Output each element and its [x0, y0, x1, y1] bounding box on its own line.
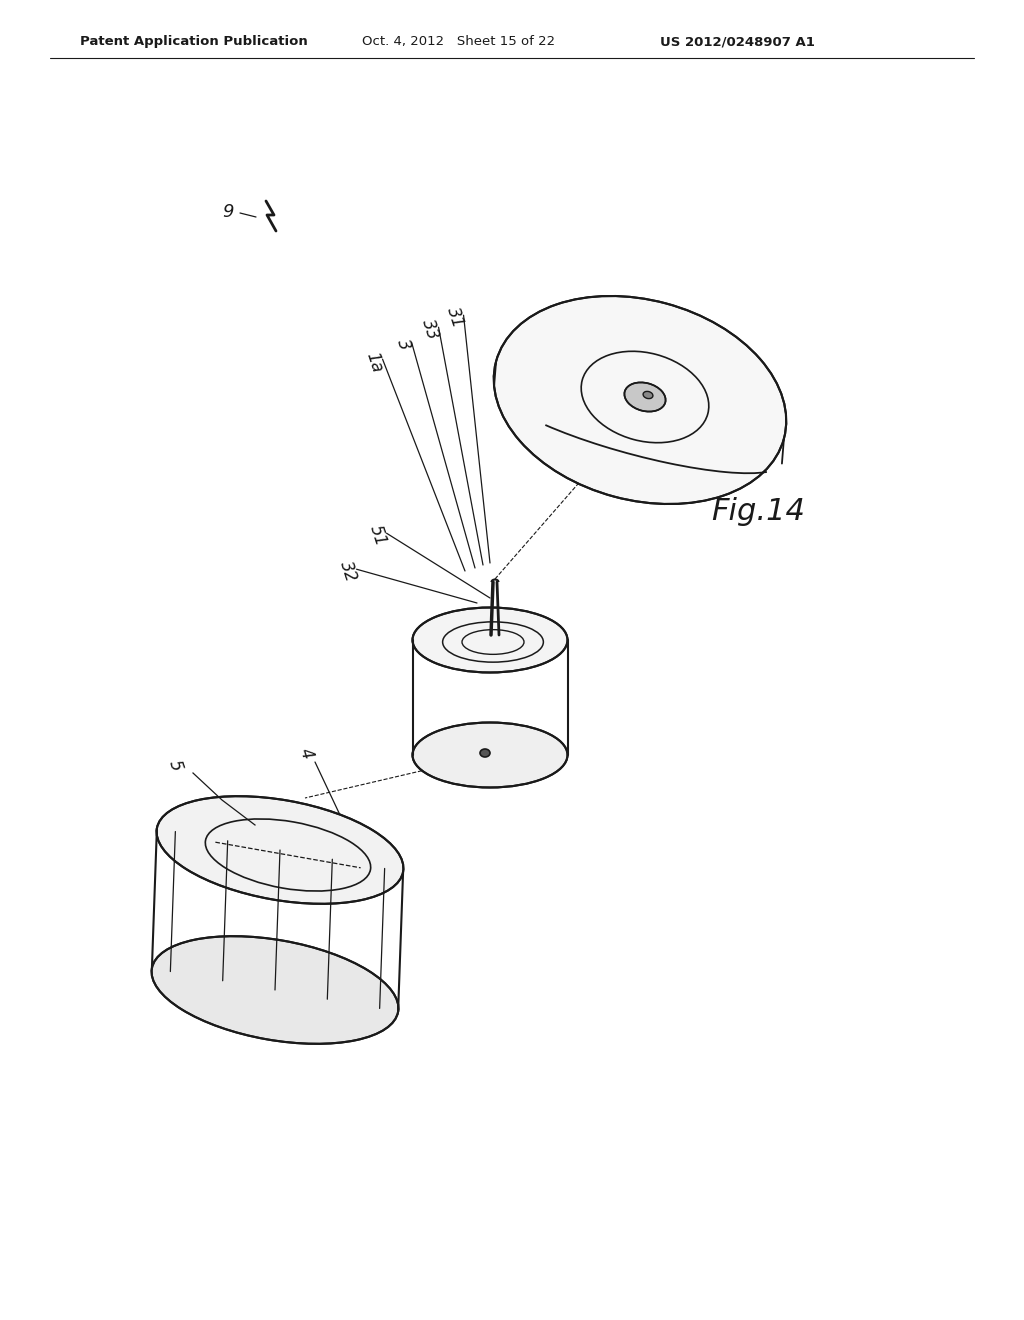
Ellipse shape — [643, 392, 653, 399]
Text: 5: 5 — [165, 758, 185, 774]
Text: US 2012/0248907 A1: US 2012/0248907 A1 — [660, 36, 815, 49]
Ellipse shape — [152, 936, 398, 1044]
Ellipse shape — [413, 722, 567, 788]
Text: Fig.14: Fig.14 — [711, 498, 805, 527]
Text: 1a: 1a — [362, 350, 386, 375]
Text: 31: 31 — [443, 305, 467, 331]
Ellipse shape — [494, 296, 786, 504]
Ellipse shape — [480, 748, 490, 756]
Text: Patent Application Publication: Patent Application Publication — [80, 36, 308, 49]
Ellipse shape — [413, 607, 567, 672]
Text: 33: 33 — [418, 317, 441, 343]
Text: 9: 9 — [222, 203, 233, 220]
Text: 4: 4 — [296, 746, 316, 762]
Ellipse shape — [625, 383, 666, 412]
Text: 3: 3 — [393, 337, 414, 352]
Text: Oct. 4, 2012   Sheet 15 of 22: Oct. 4, 2012 Sheet 15 of 22 — [362, 36, 555, 49]
Text: 32: 32 — [336, 560, 359, 585]
Text: 51: 51 — [367, 523, 390, 549]
Ellipse shape — [157, 796, 403, 904]
